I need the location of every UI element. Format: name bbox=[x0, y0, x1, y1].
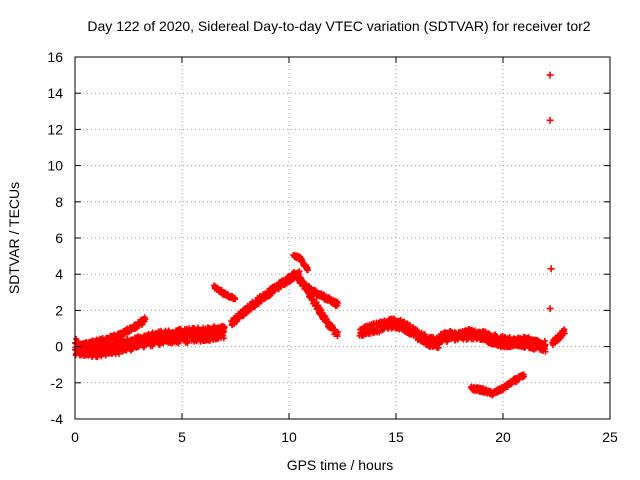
data-point-band-8 bbox=[401, 318, 408, 325]
y-tick-label: -2 bbox=[51, 375, 64, 391]
data-point-arc-1 bbox=[142, 316, 149, 323]
data-point-fall-5 bbox=[313, 299, 320, 306]
x-axis-label: GPS time / hours bbox=[287, 457, 394, 473]
x-tick-label: 25 bbox=[602, 429, 618, 445]
data-point-slope-3 bbox=[232, 296, 239, 303]
x-tick-label: 15 bbox=[388, 429, 404, 445]
y-tick-label: 8 bbox=[55, 194, 63, 210]
outlier-point bbox=[547, 265, 555, 273]
data-point-arc-10 bbox=[542, 341, 549, 348]
y-tick-label: -4 bbox=[51, 411, 64, 427]
outlier-point bbox=[546, 305, 554, 313]
y-axis-label: SDTVAR / TECUs bbox=[6, 182, 22, 294]
chart-title: Day 122 of 2020, Sidereal Day-to-day VTE… bbox=[87, 18, 590, 34]
y-tick-label: 0 bbox=[55, 339, 63, 355]
data-point-band-0 bbox=[184, 338, 191, 345]
data-point-high-7 bbox=[334, 299, 341, 306]
outlier-point bbox=[546, 116, 554, 124]
x-tick-label: 20 bbox=[495, 429, 511, 445]
y-tick-label: 4 bbox=[55, 266, 63, 282]
data-point-band-2 bbox=[221, 323, 228, 330]
x-tick-label: 10 bbox=[281, 429, 297, 445]
data-point-band-2 bbox=[220, 332, 227, 339]
grid bbox=[75, 57, 610, 419]
data-point-tail-12 bbox=[561, 330, 568, 337]
data-point-peak-6 bbox=[304, 267, 311, 274]
ticks: 0 5 10 15 20 25 -4 -2 0 2 4 6 8 10 12 14 16 bbox=[47, 49, 618, 445]
outlier-point bbox=[546, 71, 554, 79]
y-tick-label: 6 bbox=[55, 230, 63, 246]
x-tick-label: 0 bbox=[71, 429, 79, 445]
data-point-fall-5 bbox=[334, 328, 341, 335]
data-point-neg-11 bbox=[521, 373, 528, 380]
data-point-band-8 bbox=[414, 327, 421, 334]
y-tick-label: 14 bbox=[47, 85, 63, 101]
y-tick-label: 2 bbox=[55, 302, 63, 318]
y-tick-label: 12 bbox=[47, 121, 63, 137]
x-tick-label: 5 bbox=[178, 429, 186, 445]
y-tick-label: 16 bbox=[47, 49, 63, 65]
y-tick-label: 10 bbox=[47, 158, 63, 174]
